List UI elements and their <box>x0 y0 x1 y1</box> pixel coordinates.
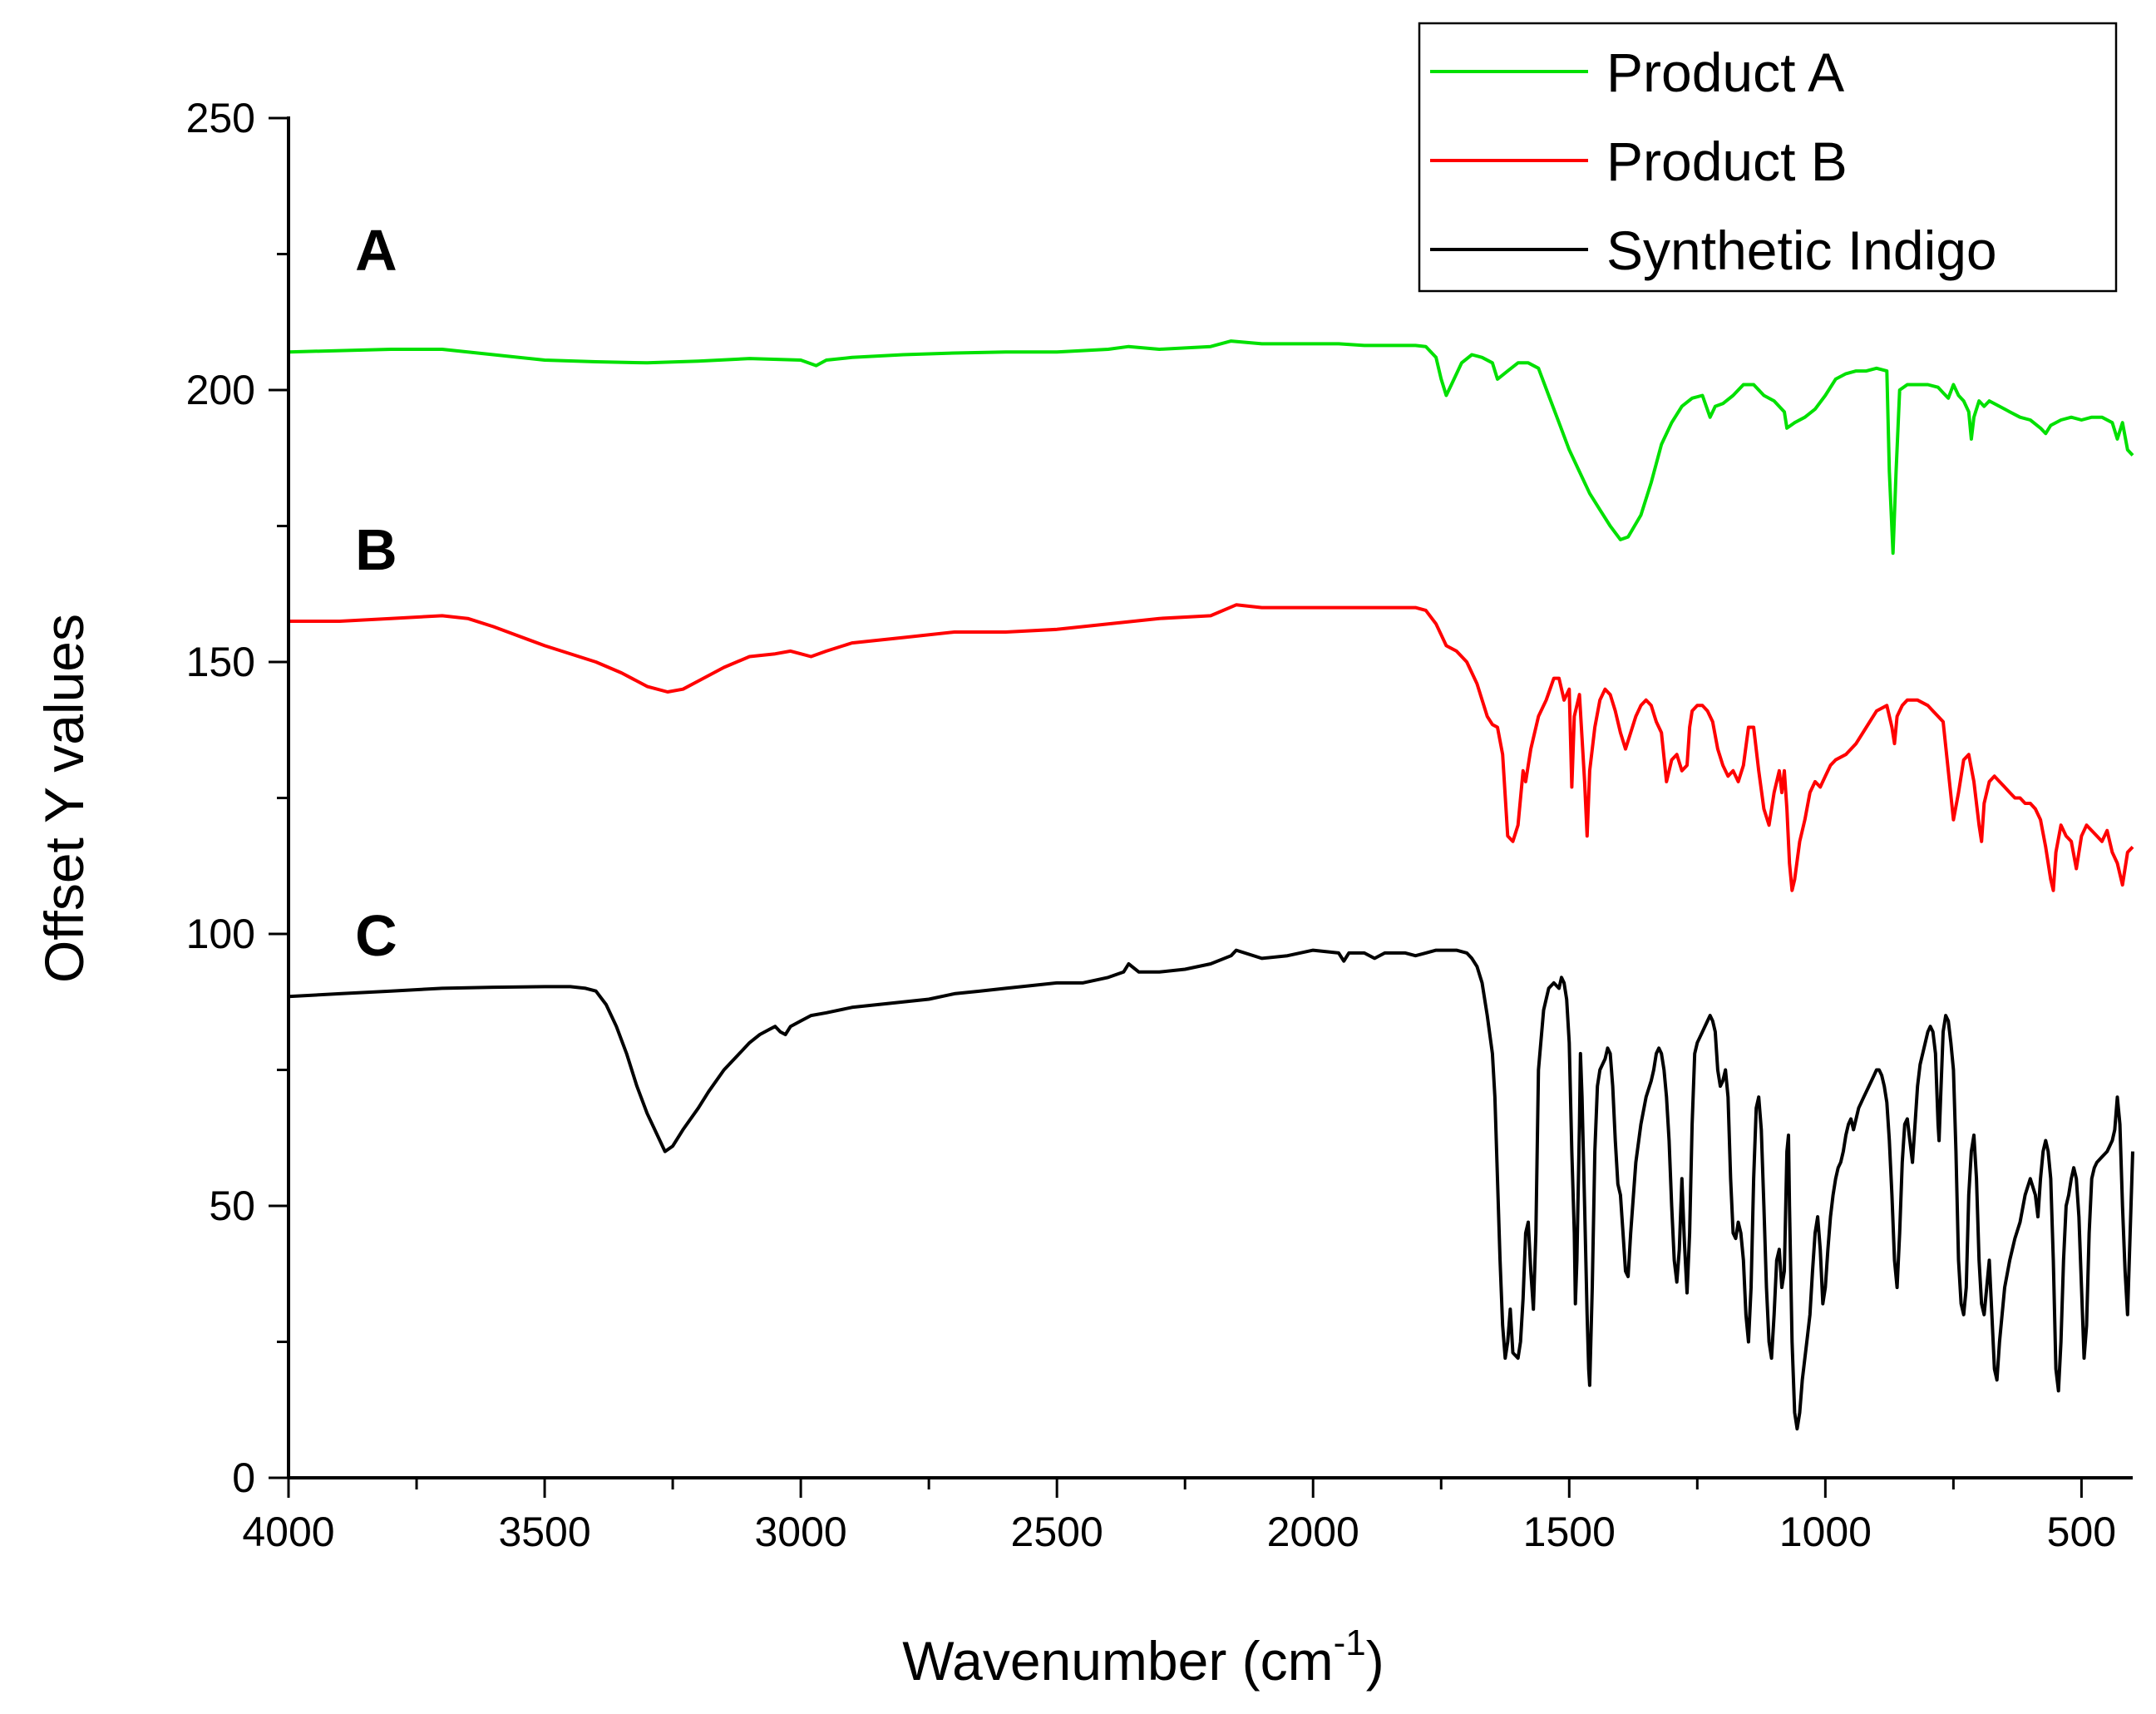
x-axis-title-main: Wavenumber (cm <box>902 1630 1333 1692</box>
x-tick-label-1000: 1000 <box>1779 1509 1872 1555</box>
y-tick-label-200: 200 <box>186 367 255 413</box>
series-layer <box>288 339 2134 1431</box>
x-tick-label-4000: 4000 <box>242 1509 334 1555</box>
x-tick-label-3000: 3000 <box>754 1509 846 1555</box>
x-tick-label-3500: 3500 <box>498 1509 590 1555</box>
x-tick-label-500: 500 <box>2047 1509 2116 1555</box>
legend-box <box>1418 22 2118 293</box>
series-line-synthetic-indigo <box>288 948 2134 1431</box>
panel-label-b: B <box>355 517 397 582</box>
x-tick-label-2000: 2000 <box>1267 1509 1359 1555</box>
y-tick-label-250: 250 <box>186 95 255 141</box>
y-tick-label-100: 100 <box>186 911 255 957</box>
series-line-product-a <box>288 339 2134 556</box>
x-tick-label-1500: 1500 <box>1523 1509 1616 1555</box>
x-axis-title: Wavenumber (cm-1) <box>902 1623 1384 1692</box>
legend-label-product-a: Product A <box>1606 42 1844 103</box>
y-axis-title: Offset Y values <box>33 614 95 983</box>
legend: Product A Product B Synthetic Indigo <box>1418 22 2118 293</box>
y-tick-label-0: 0 <box>232 1455 255 1501</box>
legend-label-product-b: Product B <box>1606 131 1848 192</box>
x-tick-label-2500: 2500 <box>1011 1509 1103 1555</box>
ticks-layer: 4000 3500 3000 2500 2000 1500 1000 500 0 50 100 150… <box>186 95 2117 1555</box>
x-axis-title-close: ) <box>1366 1630 1384 1692</box>
legend-label-synthetic-indigo: Synthetic Indigo <box>1606 220 1997 281</box>
x-axis-title-superscript: -1 <box>1334 1623 1366 1663</box>
y-tick-label-50: 50 <box>209 1183 255 1229</box>
series-line-product-b <box>289 603 2134 892</box>
panel-label-a: A <box>355 218 397 283</box>
y-tick-label-150: 150 <box>186 639 255 685</box>
panel-labels: A B C <box>355 218 397 968</box>
panel-label-c: C <box>355 903 397 968</box>
